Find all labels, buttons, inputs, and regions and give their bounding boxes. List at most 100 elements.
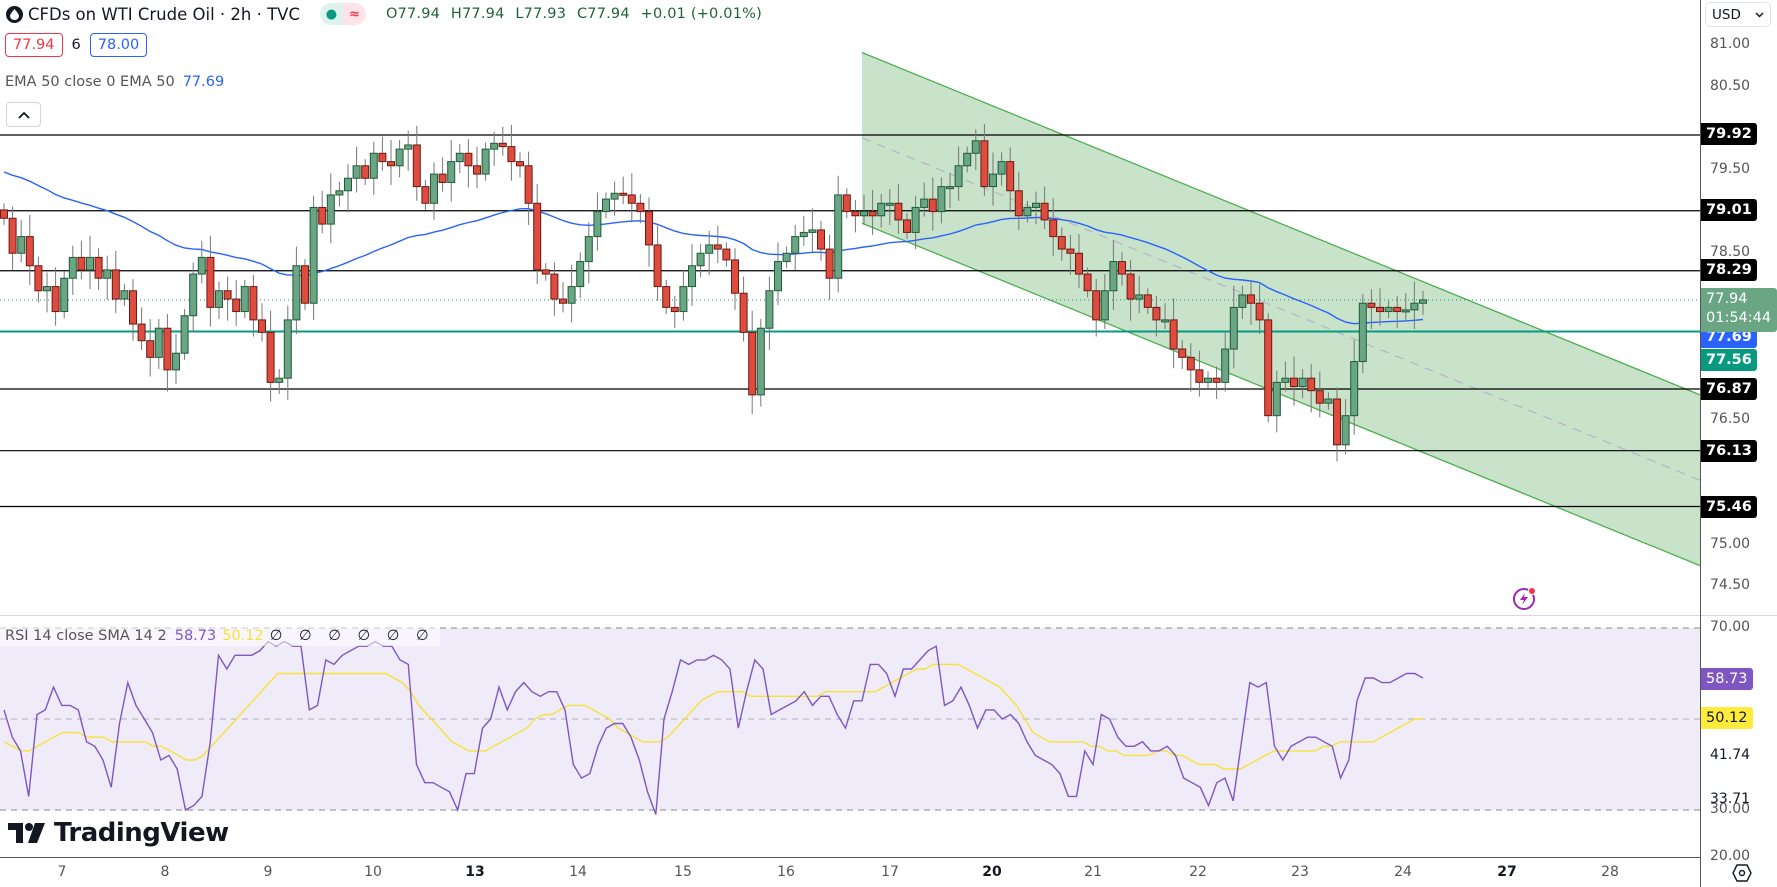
- time-tick: 7: [57, 864, 67, 880]
- tradingview-logo-icon: [8, 823, 45, 843]
- candle: [387, 161, 395, 167]
- rsi-legend[interactable]: RSI 14 close SMA 14 2 58.73 50.12 ∅ ∅ ∅ ∅ ∅…: [0, 626, 440, 646]
- candle: [1169, 319, 1178, 350]
- candle: [369, 152, 378, 179]
- candle: [1212, 377, 1221, 383]
- time-tick: 9: [263, 864, 273, 880]
- candle: [894, 202, 903, 221]
- candle: [1143, 294, 1152, 308]
- candle: [266, 331, 275, 383]
- tradingview-logo[interactable]: TradingView: [8, 818, 229, 848]
- chevron-down-icon: [1755, 11, 1764, 18]
- candle: [189, 273, 198, 317]
- rsi-pane[interactable]: [0, 627, 1700, 815]
- candle: [473, 165, 481, 175]
- candle: [378, 152, 387, 163]
- candle: [180, 315, 189, 354]
- ema-legend[interactable]: EMA 50 close 0 EMA 50 77.69: [5, 74, 224, 90]
- candle: [395, 148, 404, 167]
- candle: [68, 256, 77, 279]
- candle: [43, 286, 51, 292]
- currency-selector[interactable]: USD: [1705, 2, 1771, 27]
- candle: [111, 269, 120, 300]
- candle: [791, 236, 800, 254]
- channel-lower-line[interactable]: [861, 222, 1701, 567]
- candle: [430, 173, 438, 204]
- candle: [172, 352, 180, 371]
- candle: [498, 142, 507, 148]
- candle: [834, 194, 843, 279]
- candle: [602, 198, 610, 213]
- candle: [1298, 377, 1307, 388]
- candle: [137, 323, 146, 342]
- candle: [1092, 290, 1101, 321]
- candle: [1307, 377, 1316, 392]
- rsi-value-tag: 58.73: [1701, 668, 1753, 691]
- settings-hexagon-icon[interactable]: [1732, 863, 1752, 887]
- candle: [94, 256, 103, 279]
- candle: [326, 194, 335, 225]
- candle: [1290, 377, 1298, 388]
- time-tick: 21: [1084, 864, 1102, 880]
- candle: [438, 173, 447, 183]
- candle: [206, 256, 215, 308]
- candle: [739, 292, 748, 333]
- rsi-extra-label: 33.71: [1710, 791, 1751, 807]
- candle: [653, 244, 662, 288]
- candle: [1376, 306, 1384, 313]
- candle: [997, 161, 1006, 175]
- sell-button[interactable]: 77.94: [5, 33, 63, 57]
- candle: [1204, 377, 1212, 383]
- candle: [1186, 356, 1195, 371]
- candle: [584, 236, 593, 263]
- candle: [1118, 261, 1126, 275]
- candle: [1066, 248, 1075, 254]
- market-open-dot-icon[interactable]: ●: [319, 3, 343, 25]
- candle: [25, 236, 34, 267]
- candle: [1049, 219, 1058, 238]
- status-pill[interactable]: ● ≈: [319, 3, 366, 25]
- time-tick: 20: [982, 864, 1002, 880]
- candle: [731, 259, 739, 294]
- channel-mid-line: [861, 137, 1701, 481]
- candle: [146, 340, 155, 358]
- candle: [533, 202, 542, 271]
- price-level-tag: 75.46: [1701, 496, 1757, 518]
- candle: [808, 229, 817, 233]
- candle: [1100, 290, 1109, 321]
- descending-channel[interactable]: [861, 51, 1701, 567]
- candle: [1384, 306, 1393, 313]
- buy-button[interactable]: 78.00: [89, 33, 148, 57]
- candle: [412, 144, 421, 188]
- candle: [748, 331, 757, 396]
- approximate-icon[interactable]: ≈: [342, 3, 366, 25]
- candle: [421, 186, 430, 204]
- candle: [1014, 190, 1023, 217]
- candle: [1264, 319, 1273, 417]
- candle: [283, 319, 292, 379]
- channel-upper-line[interactable]: [861, 51, 1701, 396]
- lightning-alert-icon[interactable]: [1512, 585, 1538, 615]
- candle: [963, 152, 972, 167]
- rsi-sma-legend-value: 50.12: [222, 628, 264, 644]
- symbol-title[interactable]: CFDs on WTI Crude Oil · 2h · TVC: [28, 4, 300, 24]
- ohlc-high: H77.94: [450, 6, 505, 22]
- candle: [1195, 369, 1204, 383]
- collapse-legend-button[interactable]: [6, 102, 41, 127]
- candle: [1083, 273, 1092, 292]
- symbol-legend[interactable]: CFDs on WTI Crude Oil · 2h · TVC ● ≈ O77…: [6, 2, 768, 26]
- candle: [627, 194, 636, 204]
- candle: [971, 140, 980, 154]
- price-tick: 80.50: [1710, 77, 1751, 94]
- candle: [1281, 377, 1290, 383]
- currency-label: USD: [1712, 6, 1741, 23]
- candle: [1229, 306, 1238, 350]
- time-tick: 15: [674, 864, 692, 880]
- chevron-up-icon: [17, 111, 30, 119]
- time-tick: 23: [1291, 864, 1309, 880]
- candle: [1109, 261, 1118, 292]
- candle: [1401, 309, 1410, 313]
- candle: [223, 290, 232, 300]
- candle: [352, 165, 361, 179]
